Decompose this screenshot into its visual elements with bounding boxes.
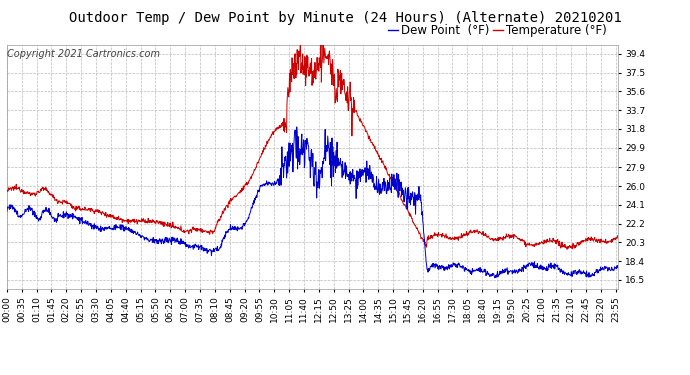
Text: Outdoor Temp / Dew Point by Minute (24 Hours) (Alternate) 20210201: Outdoor Temp / Dew Point by Minute (24 H… [68,11,622,25]
Legend: Dew Point  (°F), Temperature (°F): Dew Point (°F), Temperature (°F) [384,19,611,42]
Text: Copyright 2021 Cartronics.com: Copyright 2021 Cartronics.com [7,49,160,59]
